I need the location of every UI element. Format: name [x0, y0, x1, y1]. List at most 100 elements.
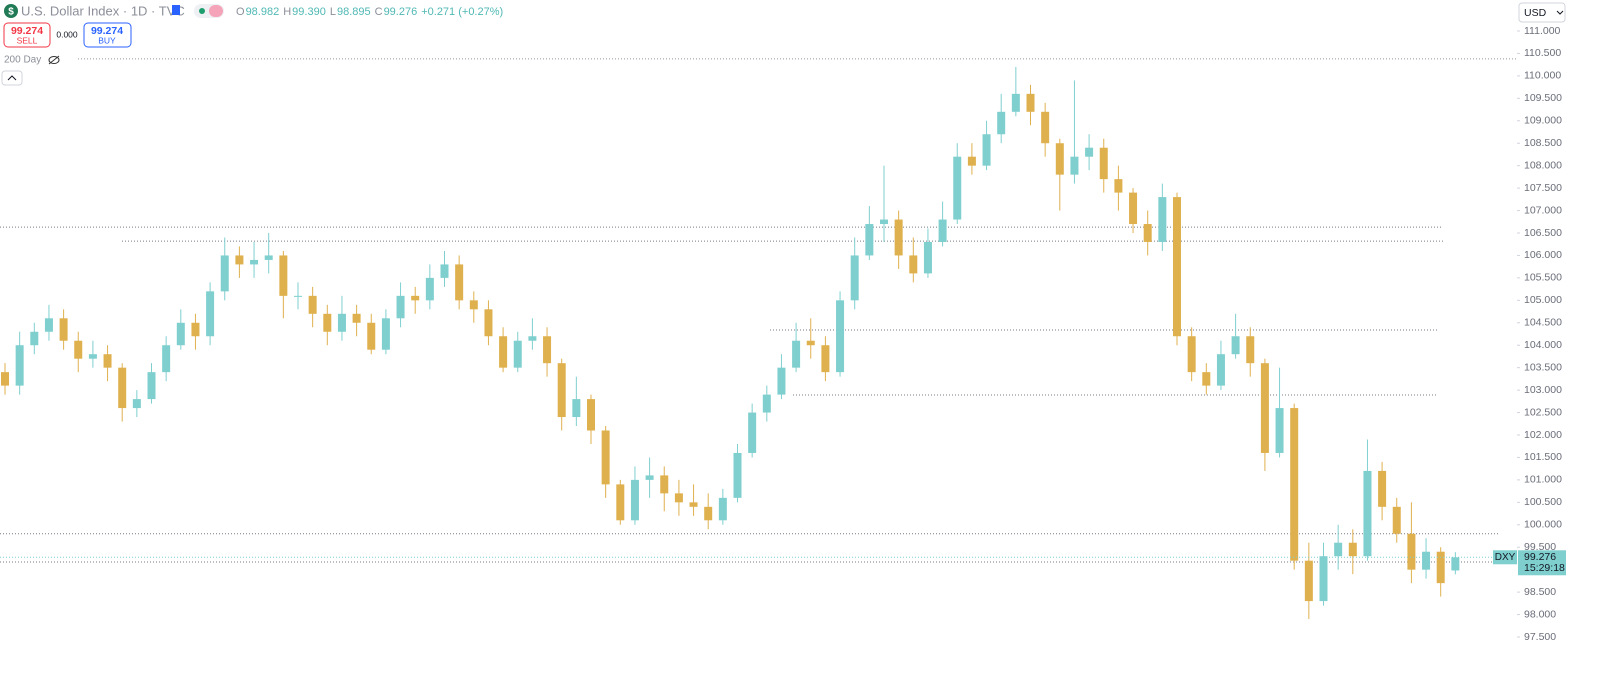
candle-body — [440, 264, 449, 278]
candle-body — [132, 399, 141, 409]
y-tick-label: 107.000 — [1524, 204, 1562, 216]
candle-body — [704, 506, 713, 521]
collapse-button[interactable] — [1, 70, 23, 86]
candle-body — [601, 430, 610, 485]
header: $ U.S. Dollar Index · 1D · TVC O 98.982 H 9… — [1, 3, 503, 86]
candle-body — [59, 318, 68, 341]
candle-body — [337, 313, 346, 332]
candle-body — [616, 484, 625, 521]
y-tick-label: 104.000 — [1524, 339, 1562, 351]
candle-body — [103, 354, 112, 368]
ohlc-values: O 98.982 H 99.390 L 98.895 C 99.276 +0.271 (+0.2… — [236, 6, 503, 18]
candle-body — [176, 322, 185, 346]
hide-icon[interactable] — [48, 56, 60, 64]
ohlc-key: O — [236, 6, 245, 18]
candle-body — [1260, 363, 1269, 453]
candle-body — [381, 318, 390, 350]
price-tag-countdown: 15:29:18 — [1524, 562, 1565, 574]
candle-body — [162, 345, 171, 373]
candle-body — [367, 322, 376, 350]
y-tick-label: 106.500 — [1524, 227, 1562, 239]
candle-body — [88, 354, 97, 359]
candle-body — [1, 372, 9, 386]
buy-button[interactable] — [83, 22, 132, 48]
candle-body — [572, 399, 581, 418]
candle-body — [1275, 408, 1284, 453]
change: +0.271 (+0.27%) — [421, 6, 503, 18]
candle-body — [1099, 147, 1108, 180]
currency-label: USD — [1524, 7, 1547, 19]
ohlc-value: 98.982 — [246, 6, 280, 18]
y-tick-label: 105.500 — [1524, 272, 1562, 284]
candle-body — [1041, 111, 1050, 144]
candle-body — [1422, 551, 1431, 570]
y-tick-label: 105.000 — [1524, 294, 1562, 306]
candle-body — [850, 255, 859, 301]
candle-body — [718, 497, 727, 521]
candle-body — [997, 111, 1006, 135]
candle-body — [308, 295, 317, 314]
candle-body — [1392, 506, 1401, 534]
currency-select[interactable]: USD — [1518, 2, 1566, 23]
candle-body — [294, 295, 302, 297]
candle-body — [455, 264, 464, 301]
candle-body — [865, 224, 874, 256]
y-tick-label: 111.000 — [1524, 25, 1561, 37]
price-axis: 111.000 110.500 110.000 109.500 109.000 108.5… — [1517, 25, 1562, 643]
hide-icon-slash — [48, 55, 60, 65]
candle-body — [235, 255, 244, 265]
symbol-tag-text: DXY — [1495, 552, 1516, 563]
sell-label: SELL — [17, 35, 38, 45]
symbol-icon — [4, 4, 18, 18]
dropdown-icon — [1556, 10, 1564, 15]
candle-body — [806, 340, 815, 346]
sell-button[interactable] — [3, 22, 51, 48]
candle-body — [1407, 533, 1416, 570]
candle-body — [909, 255, 918, 274]
ohlc-key: H — [283, 6, 291, 18]
candle-body — [352, 313, 361, 323]
ohlc-value: 99.276 — [384, 6, 418, 18]
y-tick-label: 99.500 — [1524, 541, 1556, 553]
candle-body — [1348, 542, 1357, 557]
candle-body — [118, 367, 127, 409]
candle-body — [1290, 408, 1299, 561]
candle-body — [733, 452, 742, 498]
flag-icon[interactable] — [172, 5, 180, 15]
status-dot — [199, 8, 205, 14]
candle-body — [206, 291, 215, 337]
y-tick-label: 100.000 — [1524, 519, 1562, 531]
candle-body — [674, 493, 683, 503]
candle-body — [792, 340, 801, 368]
candle-body — [1231, 336, 1240, 355]
buy-label: BUY — [98, 35, 116, 45]
y-tick-label: 107.500 — [1524, 182, 1562, 194]
y-tick-label: 106.000 — [1524, 249, 1562, 261]
indicator-label[interactable]: 200 Day — [4, 55, 41, 66]
candle-body — [30, 331, 39, 346]
candle-body — [630, 479, 639, 521]
candle-body — [15, 345, 24, 386]
symbol-tag — [1493, 550, 1517, 565]
symbol-icon-text: $ — [8, 7, 14, 18]
candle-body — [1436, 551, 1445, 584]
y-tick-label: 97.500 — [1524, 631, 1556, 643]
y-tick-label: 103.500 — [1524, 361, 1562, 373]
symbol-title[interactable]: U.S. Dollar Index · 1D · TVC — [21, 3, 185, 18]
candle-body — [1129, 192, 1138, 225]
candle-body — [1055, 143, 1064, 175]
candle-body — [1304, 560, 1313, 602]
candle-body — [1085, 147, 1094, 157]
candle-body — [645, 475, 654, 480]
ohlc-key: C — [375, 6, 383, 18]
currency-box[interactable] — [1518, 2, 1566, 23]
y-tick-label: 110.000 — [1524, 70, 1561, 82]
candle-body — [689, 502, 698, 507]
candle-body — [191, 322, 200, 337]
price-tag — [1518, 550, 1566, 576]
candle-body — [923, 241, 932, 274]
candle-body — [1173, 197, 1181, 337]
collapse-icon — [7, 75, 17, 81]
